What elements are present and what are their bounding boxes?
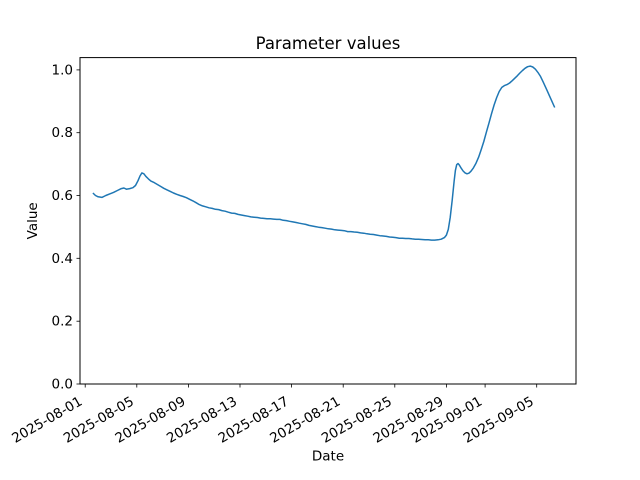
x-axis-label: Date xyxy=(312,449,344,465)
y-tick-label: 0.2 xyxy=(52,314,73,330)
axes-spines xyxy=(79,57,577,385)
series-line xyxy=(92,65,556,241)
y-tick-label: 0.6 xyxy=(52,188,73,204)
y-tick-label: 1.0 xyxy=(52,62,73,78)
y-tick-label: 0.4 xyxy=(52,251,73,267)
y-tick-label: 0.0 xyxy=(52,377,73,393)
chart-title: Parameter values xyxy=(256,34,401,53)
y-axis-ticks: 0.0 0.2 0.4 0.6 0.8 1.0 xyxy=(52,62,80,393)
x-axis-ticks: 2025-08-012025-08-052025-08-092025-08-13… xyxy=(9,384,538,447)
y-axis-label: Value xyxy=(25,202,41,239)
y-tick-label: 0.8 xyxy=(52,125,73,141)
